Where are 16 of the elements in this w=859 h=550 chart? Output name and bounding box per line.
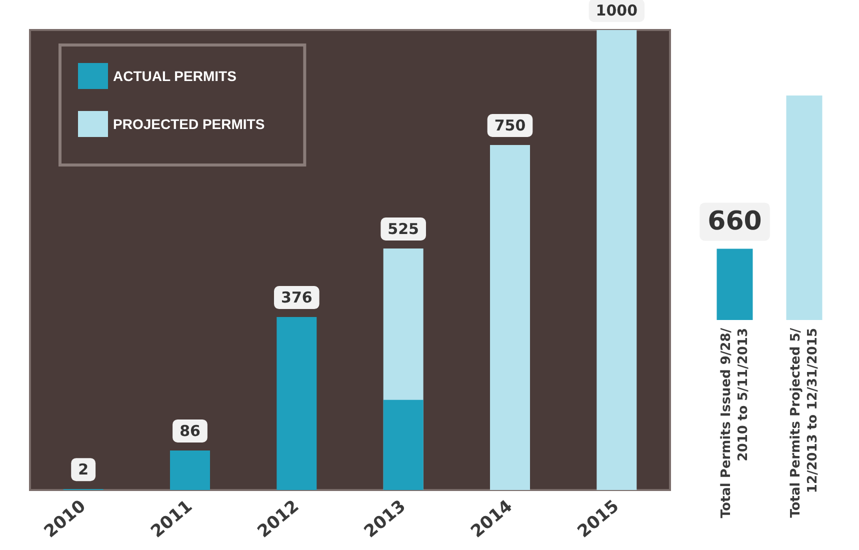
bar: [383, 400, 424, 490]
data-label: 86: [180, 422, 200, 440]
data-label: 2: [78, 460, 89, 479]
legend-label: ACTUAL PERMITS: [113, 68, 236, 84]
bar: [276, 317, 317, 490]
data-label: 376: [281, 288, 312, 307]
data-label: 1000: [596, 2, 638, 20]
data-label: 750: [494, 116, 526, 134]
x-tick-label: Total Permits Issued 9/28/2010 to 5/11/2013: [718, 328, 751, 518]
x-tick-label: Total Permits Projected 5/12/2013 to 12/31/2015: [788, 328, 820, 518]
bar: [170, 450, 210, 490]
data-label: 660: [708, 206, 762, 237]
bar: [490, 145, 530, 490]
legend-label: PROJECTED PERMITS: [113, 116, 265, 132]
data-label: 525: [388, 220, 419, 238]
bar: [596, 30, 637, 490]
